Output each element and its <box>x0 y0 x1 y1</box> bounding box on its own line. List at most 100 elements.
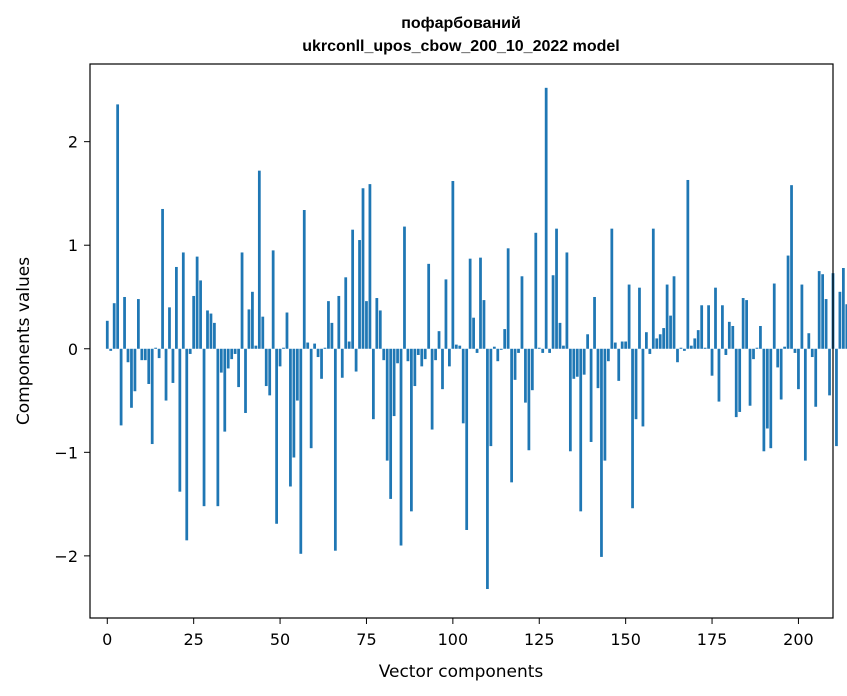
bar-141 <box>593 296 596 349</box>
bar-137 <box>579 348 583 512</box>
bar-52 <box>285 312 289 349</box>
bar-112 <box>492 346 496 349</box>
bar-57 <box>302 210 306 349</box>
bar-206 <box>817 271 821 349</box>
bar-136 <box>575 348 579 377</box>
bar-123 <box>530 348 534 391</box>
bar-166 <box>679 347 683 349</box>
bar-38 <box>237 348 240 388</box>
bar-78 <box>375 298 379 349</box>
x-tick-label: 75 <box>356 630 376 649</box>
bar-19 <box>171 348 175 383</box>
x-tick-label: 125 <box>524 630 555 649</box>
bar-54 <box>292 348 296 458</box>
bar-199 <box>793 348 797 353</box>
bar-211 <box>835 348 838 447</box>
bar-71 <box>351 229 355 349</box>
bar-104 <box>465 348 469 530</box>
bar-126 <box>541 348 545 353</box>
bar-107 <box>475 348 479 353</box>
bar-147 <box>613 342 617 349</box>
bar-184 <box>741 298 745 349</box>
bar-55 <box>295 348 299 401</box>
bar-155 <box>641 348 645 427</box>
x-tick-label: 25 <box>183 630 203 649</box>
bar-85 <box>399 348 403 546</box>
bar-119 <box>517 348 520 353</box>
bar-186 <box>748 348 752 406</box>
bar-195 <box>779 348 783 400</box>
bar-75 <box>365 301 368 349</box>
bar-156 <box>645 332 648 349</box>
bar-118 <box>513 348 517 380</box>
bar-148 <box>617 348 621 381</box>
ticks-group: 0 25 50 75 100 125 150 175 200 −2 −1 0 1 2 <box>54 133 813 649</box>
bar-26 <box>195 256 199 349</box>
bar-40 <box>244 348 247 413</box>
bar-6 <box>126 348 130 363</box>
bar-194 <box>776 348 780 368</box>
bar-100 <box>451 181 455 349</box>
bar-113 <box>496 348 500 362</box>
y-tick-label: 0 <box>68 340 78 359</box>
bar-208 <box>824 299 828 349</box>
bar-65 <box>330 322 334 349</box>
bar-72 <box>354 348 358 372</box>
bar-49 <box>275 348 278 524</box>
x-tick-label: 100 <box>438 630 469 649</box>
bar-109 <box>482 300 486 349</box>
bar-205 <box>814 348 818 407</box>
bar-204 <box>810 348 814 358</box>
bar-178 <box>721 305 724 349</box>
bar-46 <box>264 348 268 387</box>
bar-168 <box>686 179 690 349</box>
bar-25 <box>192 295 196 349</box>
bar-86 <box>403 226 406 349</box>
bar-187 <box>752 348 755 360</box>
bar-61 <box>316 348 320 358</box>
bar-92 <box>423 348 427 360</box>
bar-97 <box>441 348 444 390</box>
bar-15 <box>157 348 161 359</box>
bar-68 <box>340 348 344 378</box>
bar-28 <box>202 348 206 507</box>
bar-157 <box>648 348 652 354</box>
bar-111 <box>489 348 493 447</box>
bar-88 <box>410 348 413 512</box>
bar-185 <box>745 300 748 349</box>
bar-150 <box>624 341 628 349</box>
bar-74 <box>361 188 365 349</box>
bar-94 <box>430 348 434 430</box>
bar-154 <box>638 287 641 349</box>
bar-133 <box>565 252 569 349</box>
bar-90 <box>416 348 420 355</box>
bar-67 <box>337 295 341 349</box>
bar-169 <box>689 345 693 349</box>
bar-105 <box>468 258 472 349</box>
bar-132 <box>562 345 565 349</box>
bars-group <box>105 87 847 590</box>
bar-200 <box>797 348 800 390</box>
y-tick-label: −2 <box>54 547 78 566</box>
bar-127 <box>544 87 548 349</box>
bar-35 <box>226 348 230 369</box>
bar-124 <box>534 232 538 349</box>
plot-frame <box>89 63 834 619</box>
bar-153 <box>634 348 638 420</box>
bar-5 <box>123 296 126 349</box>
bar-8 <box>133 348 137 392</box>
bar-140 <box>589 348 593 442</box>
bar-145 <box>606 348 610 362</box>
bar-146 <box>610 228 614 349</box>
bar-183 <box>738 348 742 412</box>
bar-63 <box>323 347 327 349</box>
bar-160 <box>658 334 662 349</box>
bar-212 <box>838 291 842 349</box>
x-tick-label: 150 <box>610 630 641 649</box>
bar-170 <box>693 338 697 349</box>
bar-142 <box>596 348 600 389</box>
bar-207 <box>821 274 825 349</box>
bar-192 <box>769 348 773 449</box>
